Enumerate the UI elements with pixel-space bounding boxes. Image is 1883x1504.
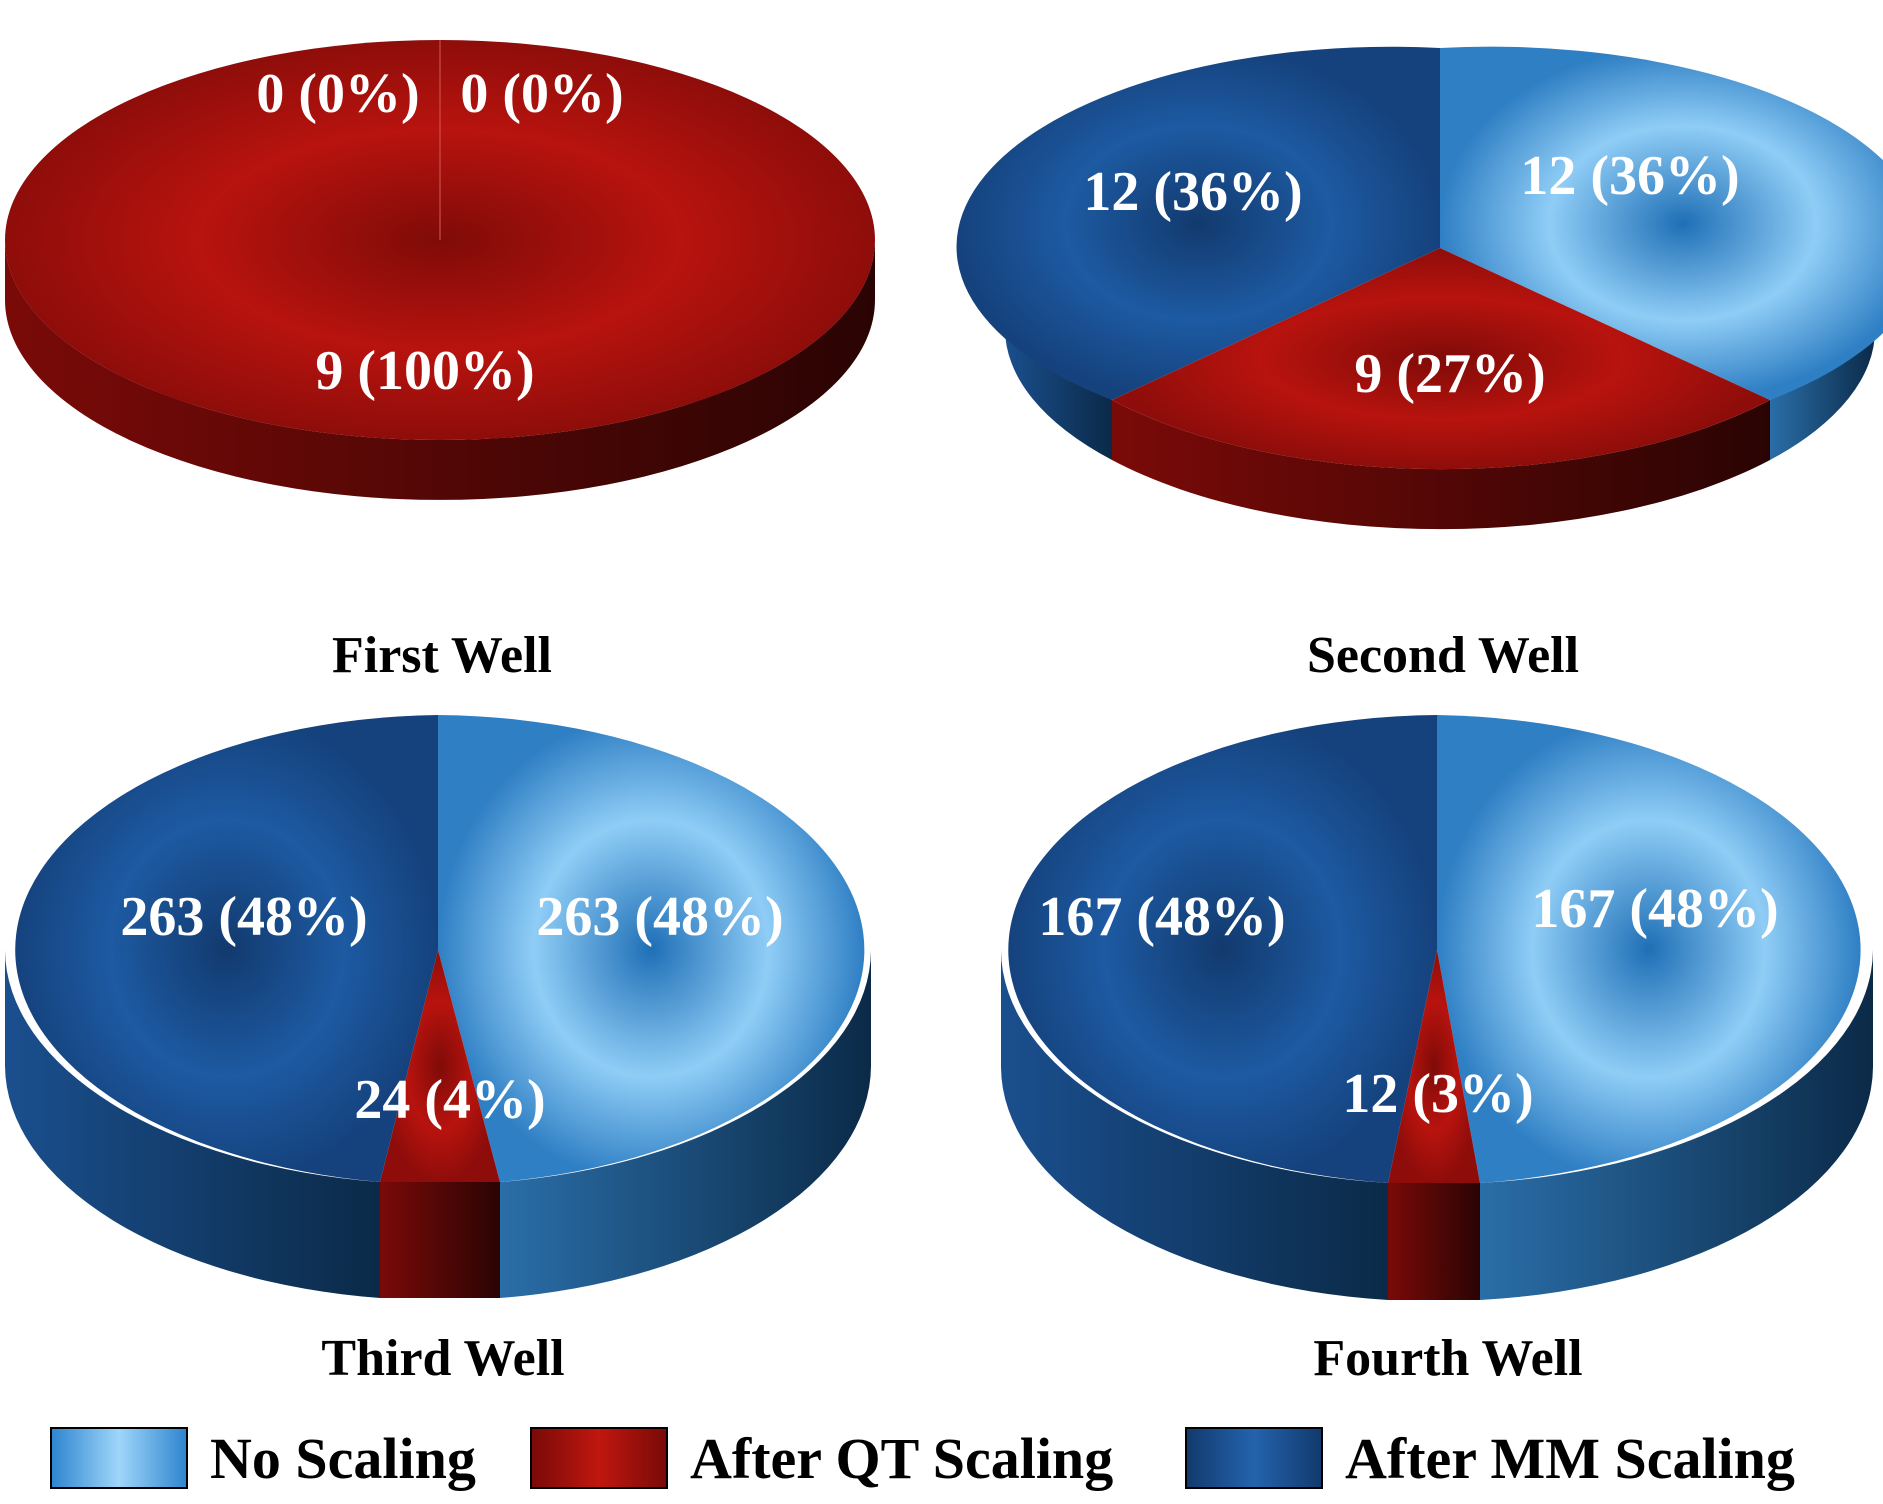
label-qt-fourth-well: 12 (3%)	[1342, 1063, 1533, 1125]
slice-qt-fourth-well	[1388, 950, 1480, 1183]
label-qt-second-well: 9 (27%)	[1354, 343, 1545, 405]
legend-swatch-no-scaling	[50, 1427, 188, 1489]
legend-label-after-mm-scaling: After MM Scaling	[1345, 1425, 1795, 1491]
label-mm-fourth-well: 167 (48%)	[1038, 886, 1285, 948]
slice-mm-fourth-well	[1008, 715, 1437, 1183]
legend: No Scaling After QT Scaling After MM Sca…	[50, 1420, 1850, 1496]
side-mm-second-well	[1004, 268, 1112, 460]
label-mm-second-well: 12 (36%)	[1083, 161, 1302, 223]
slice-ns-third-well	[438, 715, 865, 1182]
title-third-well: Third Well	[321, 1330, 564, 1387]
side-ns-third-well	[500, 950, 871, 1298]
title-first-well: First Well	[332, 627, 552, 684]
side-ns-second-well	[1770, 268, 1876, 460]
slice-ns-second-well	[1440, 46, 1883, 400]
side-qt-second-well	[1112, 400, 1770, 530]
pie-second-well: 12 (36%) 12 (36%) 9 (27%) Second Well	[956, 46, 1883, 684]
label-mm-third-well: 263 (48%)	[120, 886, 367, 948]
pie-third-well: 263 (48%) 263 (48%) 24 (4%) Third Well	[5, 715, 871, 1387]
label-ns-first-well: 0 (0%)	[460, 63, 623, 125]
legend-item-no-scaling: No Scaling	[50, 1420, 476, 1496]
pie-fourth-well: 167 (48%) 167 (48%) 12 (3%) Fourth Well	[1001, 715, 1873, 1387]
legend-swatch-after-qt-scaling	[530, 1427, 668, 1489]
label-qt-third-well: 24 (4%)	[354, 1069, 545, 1131]
side-qt-third-well	[380, 1182, 500, 1298]
label-ns-third-well: 263 (48%)	[536, 886, 783, 948]
title-second-well: Second Well	[1307, 627, 1579, 684]
title-fourth-well: Fourth Well	[1313, 1330, 1582, 1387]
slice-ns-fourth-well	[1437, 715, 1861, 1183]
label-ns-fourth-well: 167 (48%)	[1531, 878, 1778, 940]
pie-sides	[5, 240, 875, 500]
slice-qt-second-well	[1112, 248, 1770, 470]
legend-label-no-scaling: No Scaling	[210, 1425, 476, 1491]
pie-first-well: 0 (0%) 0 (0%) 9 (100%) First Well	[5, 40, 875, 684]
legend-swatch-after-mm-scaling	[1185, 1427, 1323, 1489]
side-qt-fourth-well	[1388, 1183, 1480, 1300]
slice-qt-third-well	[380, 950, 500, 1182]
label-qt-first-well: 9 (100%)	[315, 340, 534, 402]
slice-mm-second-well	[956, 46, 1440, 400]
label-ns-second-well: 12 (36%)	[1520, 145, 1739, 207]
label-mm-first-well: 0 (0%)	[256, 63, 419, 125]
slice-mm-third-well	[15, 715, 439, 1182]
side-ns-fourth-well	[1480, 950, 1873, 1300]
side-mm-third-well	[5, 950, 380, 1298]
side-mm-fourth-well	[1001, 950, 1388, 1300]
legend-item-after-mm-scaling: After MM Scaling	[1185, 1420, 1795, 1496]
side-qt-first-well	[5, 240, 875, 500]
legend-label-after-qt-scaling: After QT Scaling	[690, 1425, 1114, 1491]
legend-item-after-qt-scaling: After QT Scaling	[530, 1420, 1113, 1496]
